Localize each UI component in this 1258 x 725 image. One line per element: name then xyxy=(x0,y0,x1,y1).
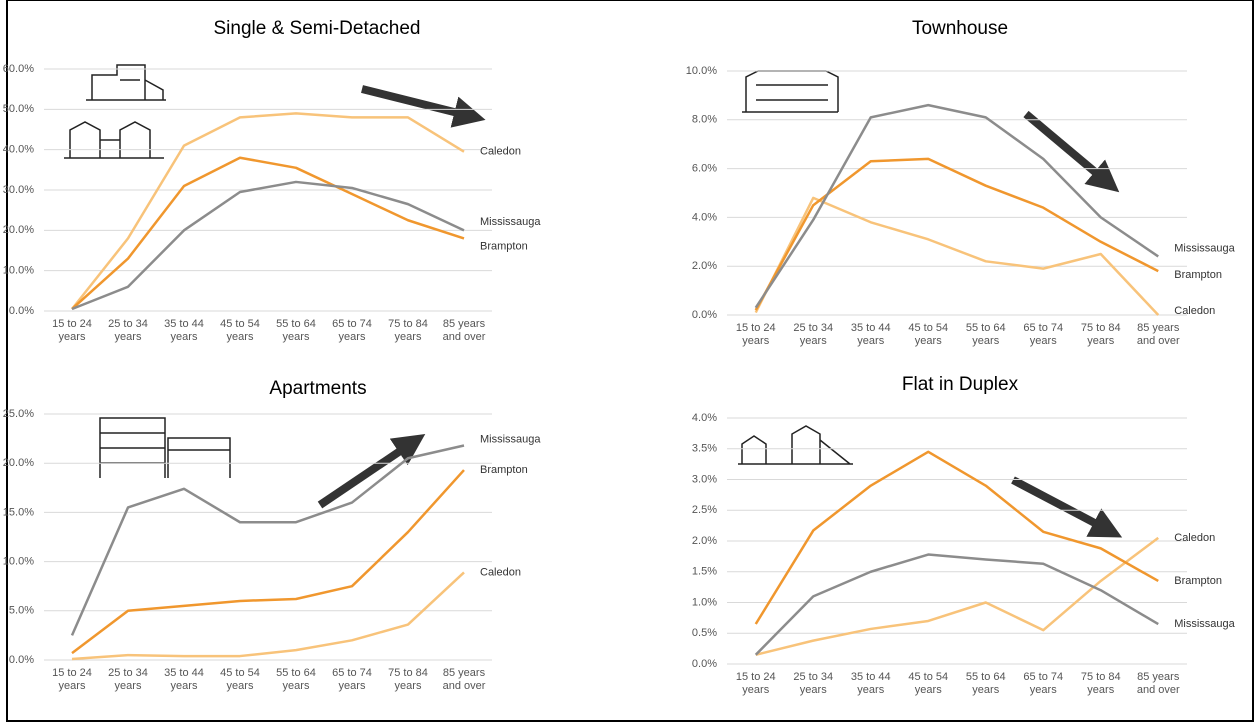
x-tick-label: 45 to 54 years xyxy=(213,318,267,344)
x-tick-label: 25 to 34 years xyxy=(101,318,155,344)
x-tick-label: 55 to 64 years xyxy=(959,671,1013,697)
x-tick-label: 35 to 44 years xyxy=(844,322,898,348)
y-tick-label: 4.0% xyxy=(692,412,717,424)
x-tick-label: 65 to 74 years xyxy=(1016,322,1070,348)
x-tick-label: 75 to 84 years xyxy=(1074,322,1128,348)
chart-figure: Single & Semi-Detached 0.0% 10.0% 20.0% 30.0… xyxy=(0,0,1258,725)
x-tick-label: 45 to 54 years xyxy=(213,667,267,693)
page: {"chart_data": [ {"type": "line", "title… xyxy=(0,0,1258,725)
x-tick-label: 15 to 24 years xyxy=(729,671,783,697)
x-tick-label: 85 years and over xyxy=(437,667,491,693)
series-line xyxy=(72,572,464,659)
x-tick-label: 55 to 64 years xyxy=(269,318,323,344)
x-tick-label: 15 to 24 years xyxy=(45,667,99,693)
y-tick-label: 30.0% xyxy=(3,184,34,196)
series-label: Brampton xyxy=(1174,269,1222,281)
y-tick-label: 50.0% xyxy=(3,103,34,115)
house-icons xyxy=(64,65,853,478)
series-line xyxy=(756,452,1159,624)
y-tick-label: 8.0% xyxy=(692,114,717,126)
y-tick-label: 20.0% xyxy=(3,224,34,236)
x-tick-label: 25 to 34 years xyxy=(786,322,840,348)
x-tick-label: 65 to 74 years xyxy=(325,318,379,344)
x-tick-label: 35 to 44 years xyxy=(844,671,898,697)
chart-title: Single & Semi-Detached xyxy=(214,18,421,39)
y-tick-label: 2.5% xyxy=(692,504,717,516)
x-tick-label: 85 years and over xyxy=(1131,322,1185,348)
y-tick-label: 15.0% xyxy=(3,506,34,518)
y-tick-label: 6.0% xyxy=(692,163,717,175)
y-tick-label: 40.0% xyxy=(3,144,34,156)
x-tick-label: 65 to 74 years xyxy=(325,667,379,693)
x-tick-label: 15 to 24 years xyxy=(729,322,783,348)
y-tick-label: 10.0% xyxy=(3,556,34,568)
y-tick-label: 0.0% xyxy=(692,658,717,670)
y-tick-label: 60.0% xyxy=(3,63,34,75)
x-tick-label: 75 to 84 years xyxy=(1074,671,1128,697)
y-tick-label: 1.5% xyxy=(692,566,717,578)
x-tick-label: 15 to 24 years xyxy=(45,318,99,344)
series-label: Caledon xyxy=(1174,305,1215,317)
y-tick-label: 20.0% xyxy=(3,457,34,469)
series-label: Mississauga xyxy=(480,216,541,228)
x-tick-label: 45 to 54 years xyxy=(901,671,955,697)
series-label: Brampton xyxy=(480,240,528,252)
series-label: Caledon xyxy=(1174,532,1215,544)
x-tick-label: 65 to 74 years xyxy=(1016,671,1070,697)
y-tick-label: 10.0% xyxy=(3,265,34,277)
series-label: Caledon xyxy=(480,146,521,158)
x-tick-label: 85 years and over xyxy=(437,318,491,344)
x-tick-label: 35 to 44 years xyxy=(157,667,211,693)
y-tick-label: 3.5% xyxy=(692,443,717,455)
y-tick-label: 3.0% xyxy=(692,473,717,485)
y-tick-label: 0.5% xyxy=(692,627,717,639)
frame xyxy=(7,0,1253,721)
x-tick-label: 25 to 34 years xyxy=(786,671,840,697)
y-tick-label: 1.0% xyxy=(692,596,717,608)
x-tick-label: 75 to 84 years xyxy=(381,667,435,693)
y-tick-label: 0.0% xyxy=(9,654,34,666)
y-tick-label: 0.0% xyxy=(692,309,717,321)
series-line xyxy=(72,113,464,309)
series-label: Caledon xyxy=(480,566,521,578)
series-label: Brampton xyxy=(1174,575,1222,587)
y-tick-label: 5.0% xyxy=(9,605,34,617)
y-tick-label: 2.0% xyxy=(692,535,717,547)
series-line xyxy=(756,105,1159,308)
chart-title: Apartments xyxy=(269,378,366,399)
series-line xyxy=(72,182,464,309)
x-tick-label: 45 to 54 years xyxy=(901,322,955,348)
y-tick-label: 10.0% xyxy=(686,65,717,77)
x-tick-label: 85 years and over xyxy=(1131,671,1185,697)
chart-title: Townhouse xyxy=(912,18,1008,39)
series-label: Brampton xyxy=(480,464,528,476)
chart-title: Flat in Duplex xyxy=(902,374,1019,395)
series-line xyxy=(72,445,464,635)
x-tick-label: 55 to 64 years xyxy=(959,322,1013,348)
y-tick-label: 25.0% xyxy=(3,408,34,420)
series-label: Mississauga xyxy=(1174,242,1235,254)
y-tick-label: 0.0% xyxy=(9,305,34,317)
x-tick-label: 75 to 84 years xyxy=(381,318,435,344)
series-label: Mississauga xyxy=(480,433,541,445)
y-tick-label: 4.0% xyxy=(692,211,717,223)
series-line xyxy=(756,159,1159,310)
series-label: Mississauga xyxy=(1174,618,1235,630)
x-tick-label: 35 to 44 years xyxy=(157,318,211,344)
x-tick-label: 25 to 34 years xyxy=(101,667,155,693)
y-tick-label: 2.0% xyxy=(692,260,717,272)
x-tick-label: 55 to 64 years xyxy=(269,667,323,693)
